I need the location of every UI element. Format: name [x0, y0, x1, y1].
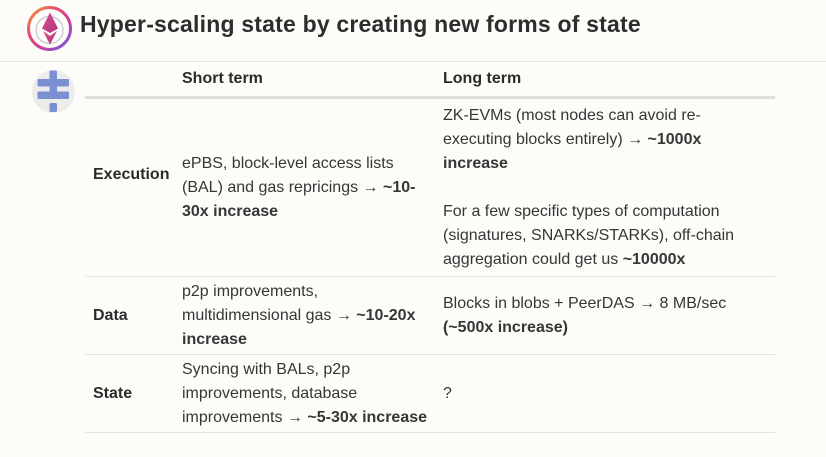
text-line: p2p improvements,: [182, 282, 319, 300]
page-title: Hyper-scaling state by creating new form…: [80, 11, 641, 37]
row-label-execution: Execution: [85, 99, 182, 277]
text-line: improvements, database: [182, 384, 358, 402]
text-line: increase: [443, 154, 508, 172]
text-line: executing blocks entirely) → ~1000x: [443, 130, 702, 148]
text-line: [443, 176, 447, 200]
cell-execution-long-term: ZK-EVMs (most nodes can avoid re-executi…: [443, 99, 775, 277]
cell-data-short-term: p2p improvements, multidimensional gas → …: [182, 277, 443, 355]
text-line: (signatures, SNARKs/STARKs), off-chain: [443, 226, 735, 244]
row-label-data: Data: [85, 277, 182, 355]
cell-data-long-term: Blocks in blobs + PeerDAS → 8 MB/sec (~50…: [443, 277, 775, 355]
text-line: increase: [182, 330, 247, 348]
cell-execution-short-term: ePBS, block-level access lists (BAL) and …: [182, 99, 443, 277]
row-label-text: Data: [93, 306, 128, 324]
row-label-text: State: [93, 384, 133, 402]
text-line: multidimensional gas → ~10-20x: [182, 306, 416, 324]
header-divider: [0, 61, 826, 62]
ethereum-rainbow-logo-icon: [26, 5, 73, 52]
row-label-state: State: [85, 355, 182, 433]
cell-state-short-term: Syncing with BALs, p2p improvements, data…: [182, 355, 443, 433]
text-line: Blocks in blobs + PeerDAS → 8 MB/sec: [443, 294, 727, 312]
text-line: (~500x increase): [443, 318, 568, 336]
text-line: ePBS, block-level access lists: [182, 154, 394, 172]
cell-state-long-term: ?: [443, 355, 775, 433]
blue-hash-icon: [30, 68, 77, 115]
table-header-spacer: [85, 62, 182, 99]
table-header-long-term: Long term: [443, 62, 775, 99]
text-line: improvements → ~5-30x increase: [182, 408, 428, 426]
text-line: For a few specific types of computation: [443, 202, 720, 220]
row-label-text: Execution: [93, 165, 170, 183]
table-header-short-term: Short term: [182, 62, 443, 99]
scaling-table: Short term Long term Execution ePBS, blo…: [85, 62, 775, 433]
text-line: Syncing with BALs, p2p: [182, 360, 351, 378]
text-line: 30x increase: [182, 202, 279, 220]
text-line: (BAL) and gas repricings → ~10-: [182, 178, 416, 196]
text-line: ZK-EVMs (most nodes can avoid re-: [443, 106, 701, 124]
text-line: ?: [443, 384, 452, 402]
text-line: aggregation could get us ~10000x: [443, 250, 686, 268]
